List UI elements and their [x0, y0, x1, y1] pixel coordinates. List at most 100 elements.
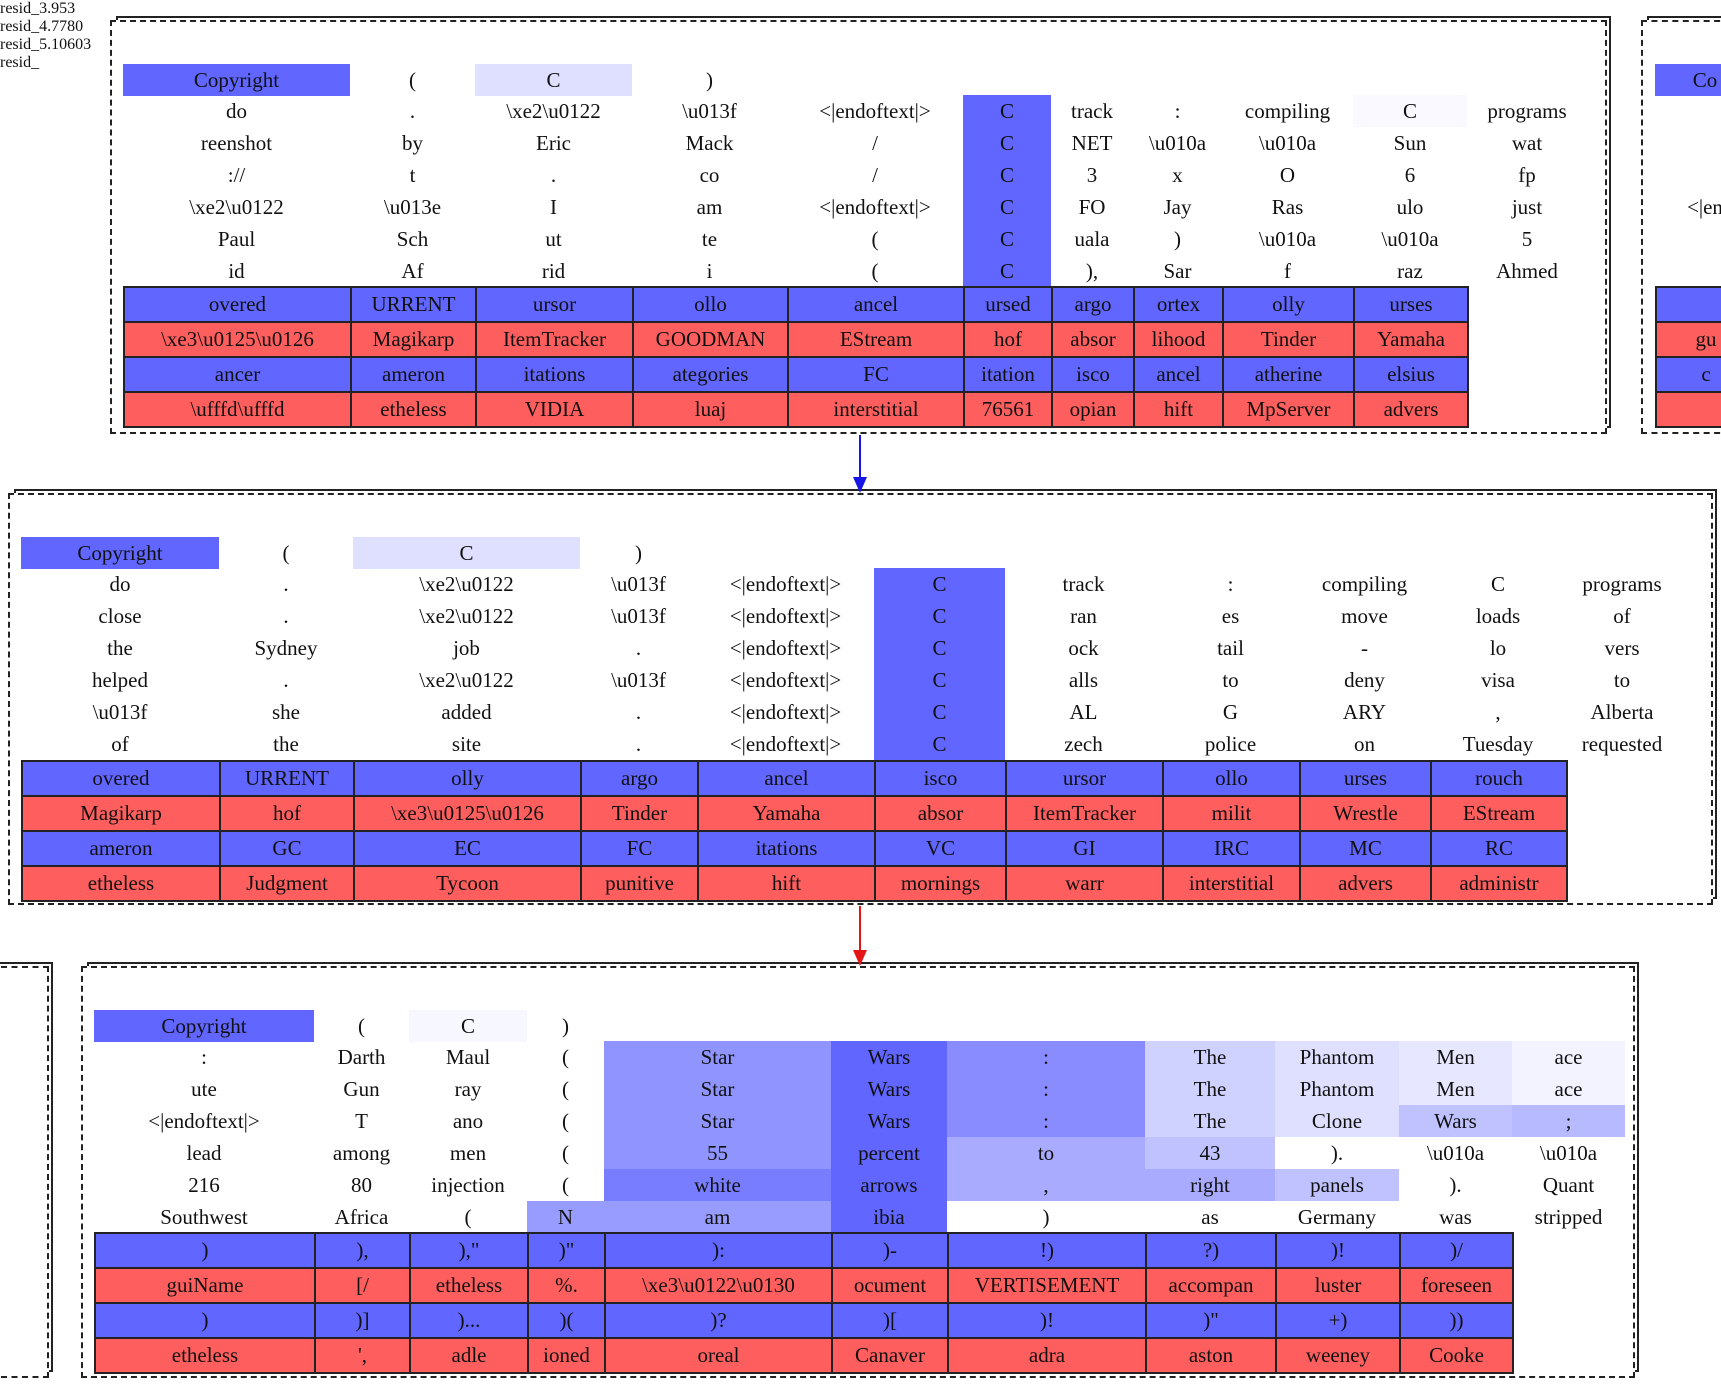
negative-logit-token: advers — [1299, 865, 1432, 902]
negative-logit-token: ocument — [831, 1267, 949, 1304]
example-token: FO — [1078, 194, 1106, 219]
context-token: ( — [409, 67, 416, 92]
example-token: Star — [604, 1073, 831, 1105]
example-token: Quant — [1542, 1172, 1595, 1197]
example-token: <|endoftext|> — [729, 571, 842, 596]
example-token: Sydney — [254, 635, 318, 660]
example-token: es — [1221, 603, 1240, 628]
context-token: Co — [1655, 64, 1721, 96]
context-token: C — [475, 64, 632, 96]
example-token: ibia — [831, 1201, 947, 1233]
example-token: by — [402, 130, 423, 155]
example-token: . — [550, 162, 557, 187]
example-token: \xe2\u0122 — [419, 667, 514, 692]
example-token: reenshot — [200, 130, 273, 155]
example-token: rid — [541, 258, 566, 283]
example-token: job — [453, 635, 480, 660]
example-token: to — [1222, 667, 1239, 692]
negative-logit-token: Canaver — [831, 1337, 949, 1374]
example-token: Darth — [337, 1044, 386, 1069]
example-token: G — [1222, 699, 1239, 724]
example-token: was — [1439, 1204, 1472, 1229]
example-token: <|endoftext|> — [729, 699, 842, 724]
node-title: resid_4.7780 — [0, 18, 84, 35]
example-token: tail — [1217, 635, 1244, 660]
example-token: Sun — [1393, 130, 1427, 155]
example-token: Sar — [1163, 258, 1192, 283]
example-token: \u010a — [1539, 1140, 1598, 1165]
example-token: zech — [1064, 731, 1103, 756]
example-token: ran — [1070, 603, 1097, 628]
example-token: wat — [1511, 130, 1543, 155]
negative-logit-token: oreal — [604, 1337, 833, 1374]
example-token: as — [1201, 1204, 1219, 1229]
positive-logit-token: URRENT — [219, 760, 355, 797]
example-token: Wars — [831, 1041, 947, 1073]
example-token: she — [272, 699, 300, 724]
feature-node[interactable] — [81, 966, 1635, 1378]
example-token: \u010a — [1258, 226, 1317, 251]
example-token: deny — [1344, 667, 1385, 692]
negative-logit-token: \xe3\u0125\u0126 — [353, 795, 582, 832]
example-token: Wars — [831, 1073, 947, 1105]
context-token: C — [353, 537, 580, 569]
negative-logit-token: punitive — [580, 865, 699, 902]
example-token: Sch — [396, 226, 429, 251]
example-token: ray — [454, 1076, 482, 1101]
example-token: . — [283, 571, 289, 596]
context-token: ) — [562, 1013, 569, 1038]
example-token: 5 — [1521, 226, 1533, 251]
example-token: co — [699, 162, 720, 187]
feature-node[interactable] — [1641, 20, 1721, 434]
offscreen-feature-node[interactable] — [0, 966, 49, 1378]
example-token: <|endoftext|> — [729, 603, 842, 628]
positive-logit-token: isco — [1051, 356, 1135, 393]
example-token: percent — [831, 1137, 947, 1169]
feature-node[interactable] — [110, 20, 1607, 434]
positive-logit-token: ameron — [21, 830, 221, 867]
example-token: , — [1495, 699, 1501, 724]
example-token: Af — [401, 258, 424, 283]
example-token: : — [1174, 98, 1181, 123]
example-token: The — [1145, 1041, 1275, 1073]
positive-logit-token: ursor — [475, 286, 634, 323]
example-token: C — [874, 728, 1005, 760]
example-token: te — [701, 226, 718, 251]
example-token: the — [107, 635, 133, 660]
positive-logit-token: )) — [1399, 1302, 1514, 1339]
example-token: raz — [1397, 258, 1423, 283]
example-token: panels — [1275, 1169, 1399, 1201]
example-token: to — [1613, 667, 1631, 692]
example-token: move — [1341, 603, 1388, 628]
example-token: : — [1227, 571, 1234, 596]
example-token: \u010a — [1381, 226, 1439, 251]
example-token: ( — [562, 1140, 569, 1165]
context-token: Copyright — [94, 1010, 314, 1042]
example-token: ). — [1449, 1172, 1462, 1197]
example-token: Wars — [831, 1105, 947, 1137]
example-token: vers — [1604, 635, 1640, 660]
example-token: ARY — [1342, 699, 1387, 724]
negative-logit-token: Judgment — [219, 865, 355, 902]
example-token: track — [1062, 571, 1105, 596]
node-title: resid_5.10603 — [0, 36, 92, 53]
negative-logit-token: absor — [1051, 321, 1135, 358]
negative-logit-token: \ufffd\ufffd — [123, 391, 352, 428]
example-token: : — [201, 1044, 207, 1069]
example-token: \u013f — [611, 667, 666, 692]
example-token: . — [283, 603, 289, 628]
example-token: ). — [1330, 1140, 1344, 1165]
example-token: C — [874, 664, 1005, 696]
example-token: 3 — [1086, 162, 1098, 187]
example-token: / — [872, 130, 878, 155]
example-token: ), — [1085, 258, 1099, 283]
feature-node[interactable] — [8, 493, 1713, 905]
context-token: ( — [358, 1013, 365, 1038]
example-token: just — [1511, 194, 1543, 219]
negative-logit-token: hift — [1133, 391, 1224, 428]
example-token: : — [947, 1073, 1145, 1105]
negative-logit-token — [1655, 391, 1721, 428]
example-token: . — [635, 731, 642, 756]
